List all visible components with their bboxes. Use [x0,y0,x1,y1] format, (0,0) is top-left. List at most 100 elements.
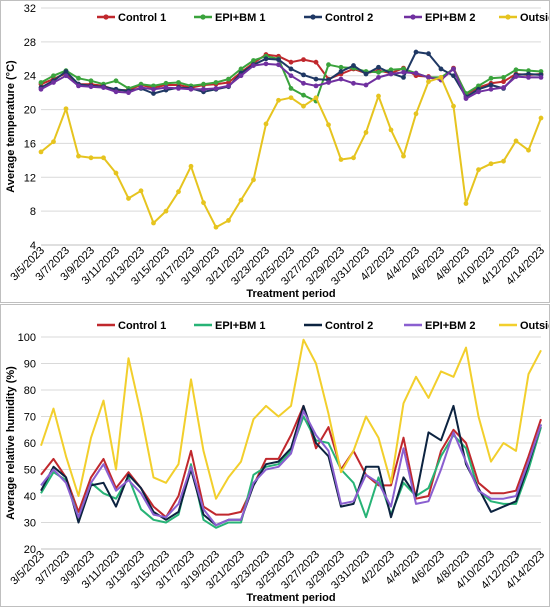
data-point [138,85,144,90]
data-point [88,155,94,161]
y-tick-label: 60 [24,438,36,450]
data-point [263,56,269,62]
data-point [476,89,481,95]
data-point [88,78,94,84]
data-point [288,59,294,65]
data-point [326,80,331,85]
data-point [413,111,419,117]
data-point [238,66,244,72]
data-point [538,115,544,121]
y-tick-label: 20 [24,105,36,117]
data-point [101,155,106,161]
data-point [226,76,231,82]
data-point [526,147,531,153]
data-point [351,155,356,161]
data-point [126,90,131,96]
data-point [538,75,544,80]
data-point [201,86,206,92]
data-point [426,79,431,85]
data-point [176,80,181,85]
data-point [376,69,381,75]
data-point [226,83,231,89]
data-point [76,83,81,89]
data-point [476,83,481,89]
data-point [288,66,294,72]
data-point [113,89,119,95]
data-point [363,82,369,88]
data-point [88,84,94,90]
data-point [463,201,469,206]
data-point [163,208,169,214]
humidity-chart: 20304050607080901003/5/20233/7/20233/9/2… [5,320,549,604]
data-point [338,64,344,70]
data-point [401,69,406,75]
legend-marker [103,14,109,20]
legend-marker [410,14,416,20]
data-point [376,75,381,80]
data-point [113,170,119,176]
data-point [176,189,181,195]
data-point [251,58,256,63]
data-point [163,85,169,90]
legend-marker [200,14,206,20]
legend-label: EPI+BM 2 [425,320,475,332]
data-point [163,80,169,86]
data-point [513,138,519,144]
data-point [501,158,506,164]
y-tick-label: 70 [24,412,36,424]
data-point [201,81,206,87]
data-point [538,69,544,74]
data-point [326,62,331,68]
data-point [188,86,194,92]
data-point [326,122,331,128]
data-point [401,153,406,159]
data-point [51,80,56,85]
data-point [488,82,494,88]
data-point [401,75,406,80]
data-point [38,149,44,155]
data-point [526,68,531,74]
data-point [101,85,106,90]
data-point [51,139,56,145]
data-point [376,93,381,99]
data-point [213,80,219,85]
data-point [301,103,306,109]
data-point [276,62,281,68]
data-point [213,224,219,230]
data-point [338,69,344,74]
data-point [138,81,144,87]
data-point [513,74,519,79]
data-point [488,75,494,81]
data-point [213,86,219,91]
data-point [113,78,119,84]
data-point [176,86,181,91]
y-tick-label: 16 [24,138,36,150]
data-point [313,76,319,82]
data-point [188,163,194,169]
data-point [76,153,81,159]
legend-label: EPI+BM 1 [215,12,265,24]
data-point [151,83,156,89]
data-point [51,73,56,79]
series-line [40,404,542,527]
data-point [301,72,306,78]
data-point [313,59,319,65]
data-point [476,167,481,173]
data-point [501,79,506,85]
y-axis-title: Average relative humidity (%) [5,366,17,520]
data-point [513,67,519,73]
data-point [251,177,256,183]
data-point [238,73,244,79]
y-tick-label: 24 [24,71,36,83]
legend-label: Outside [520,12,549,24]
data-point [226,218,231,223]
legend-label: Outside [520,320,549,332]
data-point [251,63,256,68]
data-point [426,51,431,57]
data-point [488,161,494,167]
data-point [338,157,344,162]
legend-label: Control 2 [325,12,373,24]
y-tick-label: 12 [24,172,36,184]
data-point [238,197,244,203]
